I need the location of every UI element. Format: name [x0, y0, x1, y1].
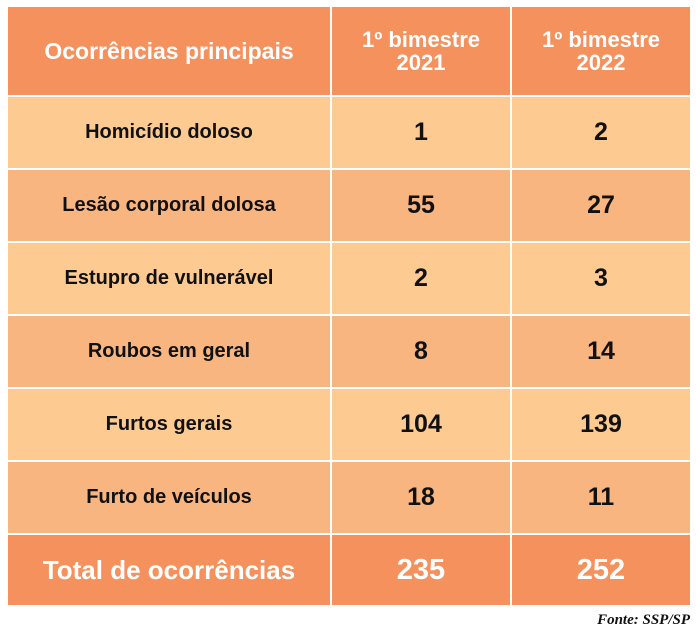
header-2022-line1: 1º bimestre: [541, 27, 661, 52]
header-2021-line2: 2021: [396, 50, 446, 75]
value-2022: 2: [512, 97, 690, 168]
header-occurrences: Ocorrências principais: [8, 7, 330, 95]
table-row: Roubos em geral 8 14: [8, 316, 690, 387]
value-2021: 1: [332, 97, 510, 168]
table-row: Furto de veículos 18 11: [8, 462, 690, 533]
row-label: Roubos em geral: [8, 316, 330, 387]
source-note: Fonte: SSP/SP: [597, 612, 690, 628]
table-row: Furtos gerais 104 139: [8, 389, 690, 460]
row-label: Furto de veículos: [8, 462, 330, 533]
value-2021: 8: [332, 316, 510, 387]
table-header-row: Ocorrências principais 1º bimestre 2021 …: [8, 7, 690, 95]
row-label: Furtos gerais: [8, 389, 330, 460]
value-2021: 55: [332, 170, 510, 241]
row-label: Estupro de vulnerável: [8, 243, 330, 314]
total-label: Total de ocorrências: [8, 535, 330, 605]
header-2022-line2: 2022: [576, 50, 626, 75]
value-2022: 14: [512, 316, 690, 387]
value-2022: 3: [512, 243, 690, 314]
value-2022: 27: [512, 170, 690, 241]
row-label: Homicídio doloso: [8, 97, 330, 168]
header-2021-line1: 1º bimestre: [361, 27, 481, 52]
total-2021: 235: [332, 535, 510, 605]
value-2022: 11: [512, 462, 690, 533]
header-2021: 1º bimestre 2021: [332, 7, 510, 95]
header-occurrences-label: Ocorrências principais: [44, 37, 294, 64]
occurrences-table: Ocorrências principais 1º bimestre 2021 …: [6, 5, 692, 607]
total-row: Total de ocorrências 235 252: [8, 535, 690, 605]
value-2022: 139: [512, 389, 690, 460]
value-2021: 104: [332, 389, 510, 460]
header-2022: 1º bimestre 2022: [512, 7, 690, 95]
table-row: Estupro de vulnerável 2 3: [8, 243, 690, 314]
table-row: Lesão corporal dolosa 55 27: [8, 170, 690, 241]
value-2021: 2: [332, 243, 510, 314]
value-2021: 18: [332, 462, 510, 533]
row-label: Lesão corporal dolosa: [8, 170, 330, 241]
table-row: Homicídio doloso 1 2: [8, 97, 690, 168]
total-2022: 252: [512, 535, 690, 605]
